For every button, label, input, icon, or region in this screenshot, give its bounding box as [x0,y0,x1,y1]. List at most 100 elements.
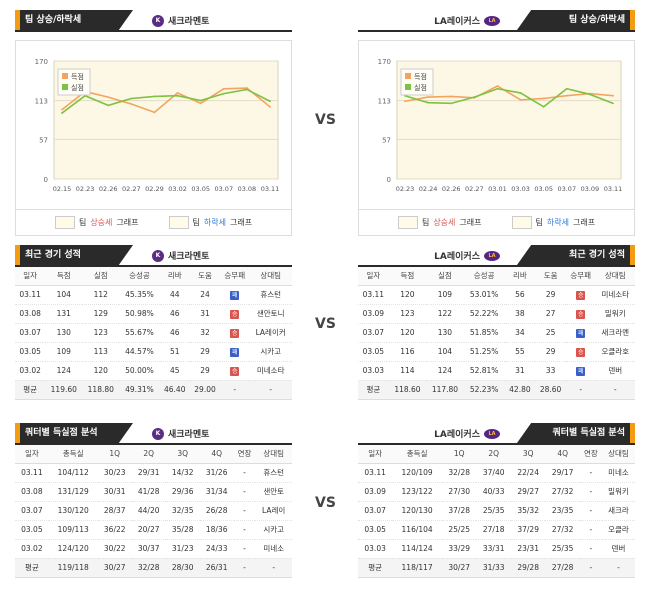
series-line-conceded [404,87,614,108]
table-cell: 104 [45,285,83,305]
recent-header-left: 최근 경기 성적 K 새크라멘토 [15,245,292,267]
table-cell: 샌안토 [255,482,292,502]
table-row: 03.05 109 113 44.57% 51 29 패 시카고 [15,342,292,362]
column-header: 3Q [165,445,200,464]
table-cell: 131 [45,304,83,324]
quarter-header-right: LA레이커스 LA 쿼터별 득실점 분석 [358,423,635,445]
table-cell: 35/28 [165,520,200,540]
trend-chart-svg-left: 0 57 113 170 02.15 02.23 02.26 02.27 02.29 03.02 0… [35,58,280,193]
table-cell: 31/23 [165,539,200,559]
table-cell: 27 [535,304,566,324]
y-tick-label: 170 [35,58,48,66]
table-cell: 28.60 [535,380,566,400]
table-cell: 31 [504,361,536,381]
table-cell: - [233,539,256,559]
table-cell: 118.80 [82,380,120,400]
column-header: 4Q [545,445,580,464]
column-header: 연장 [233,445,256,464]
table-cell: 03.09 [358,482,393,502]
table-cell: 51 [159,342,190,362]
table-cell: 18/36 [199,520,234,540]
data-point [222,87,225,90]
table-cell: - [565,380,596,400]
average-row: 평균 119.60 118.80 49.31% 46.40 29.00- - [15,380,292,400]
quarter-panel-right: LA레이커스 LA 쿼터별 득실점 분석 일자 총득실 1Q 2Q 3Q 4Q 연장 상대팀 0… [358,423,635,578]
table-cell: 123/122 [392,482,442,502]
table-cell: 03.03 [358,361,389,381]
recent-table-right: 일자 득점 실점 승성공 리바 도움 승무패 상대팀 03.11 120 109 53.01% 56 2… [358,267,635,400]
column-header: 상대팀 [595,267,635,286]
win-badge: 승 [230,366,240,376]
table-cell: 31/26 [199,463,234,483]
table-cell: 29/36 [165,482,200,502]
table-cell: 27/28 [545,558,580,578]
table-cell: 120 [82,361,120,381]
column-header: 승성공 [119,267,160,286]
data-point [61,108,63,111]
data-point [176,94,179,97]
quarter-panel-left: 쿼터별 득실점 분석 K 새크라멘토 일자 총득실 1Q 2Q 3Q 4Q 연장 상대팀 03.… [15,423,292,578]
table-cell: 33/31 [476,539,511,559]
table-row: 03.03 114 124 52.81% 31 33 패 덴버 [358,361,635,381]
down-graph-icon [511,216,532,229]
team-name-left: K 새크라멘토 [152,427,209,440]
table-cell: 25/35 [545,539,580,559]
table-cell: 37/29 [510,520,546,540]
table-cell: 123 [388,304,427,324]
table-cell: 120 [388,323,427,343]
data-point [496,85,499,87]
table-cell: 14/32 [165,463,200,483]
table-cell: 03.03 [358,539,393,559]
legend-down-left[interactable]: 팀 하락세 그래프 [168,216,252,229]
legend-label: 실점 [414,83,427,92]
table-cell: 123 [82,323,120,343]
column-header: 상대팀 [249,267,292,286]
table-cell: 미네소 [601,463,635,483]
table-cell: 시카고 [255,520,292,540]
table-cell: 승 [565,304,596,324]
table-cell: - [233,463,256,483]
recent-title-left: 최근 경기 성적 [15,245,133,265]
table-cell: 03.05 [15,520,49,540]
table-cell: 03.05 [15,342,46,362]
average-row: 평균 118/117 30/27 31/33 29/28 27/28- - [358,558,635,578]
up-graph-icon [397,216,418,229]
team-name-left: K 새크라멘토 [152,14,209,27]
column-header: 총득실 [48,445,98,464]
y-tick-label: 113 [35,98,48,106]
table-cell: 30/22 [97,539,132,559]
data-point [519,92,522,94]
table-cell: 120/109 [392,463,442,483]
table-cell: 미네소타 [249,361,292,381]
table-cell: 35/32 [510,501,546,521]
table-cell: 32 [189,323,221,343]
table-cell: 29 [535,342,566,362]
table-cell: 51.85% [463,323,505,343]
legend-up-right[interactable]: 팀 상승세 그래프 [397,216,482,229]
table-cell: 130 [45,323,83,343]
table-cell: 승 [565,342,596,362]
table-cell: 시카고 [249,342,292,362]
table-row: 03.08 131/129 30/31 41/28 29/36 31/34- 샌안토 [15,482,292,502]
column-header: 일자 [358,267,389,286]
column-header: 4Q [199,445,234,464]
table-cell: 124/120 [48,539,98,559]
table-cell: 44 [159,285,190,305]
win-badge: 승 [230,328,240,338]
legend-swatch [405,84,411,90]
y-tick-label: 0 [387,176,391,184]
table-cell: 37/40 [476,463,511,483]
legend-down-right[interactable]: 팀 하락세 그래프 [511,216,595,229]
vs-label-trend: VS [315,112,336,128]
table-cell: 52.81% [463,361,505,381]
loss-badge: 패 [230,347,240,357]
table-cell: - [579,539,602,559]
table-cell: 25/35 [476,501,511,521]
legend-up-left[interactable]: 팀 상승세 그래프 [54,216,139,229]
table-cell: - [233,482,256,502]
win-badge: 승 [576,309,586,319]
table-cell: 46.40 [159,380,190,400]
table-cell: 샌안토니 [249,304,292,324]
table-cell: 미네소 [255,539,292,559]
